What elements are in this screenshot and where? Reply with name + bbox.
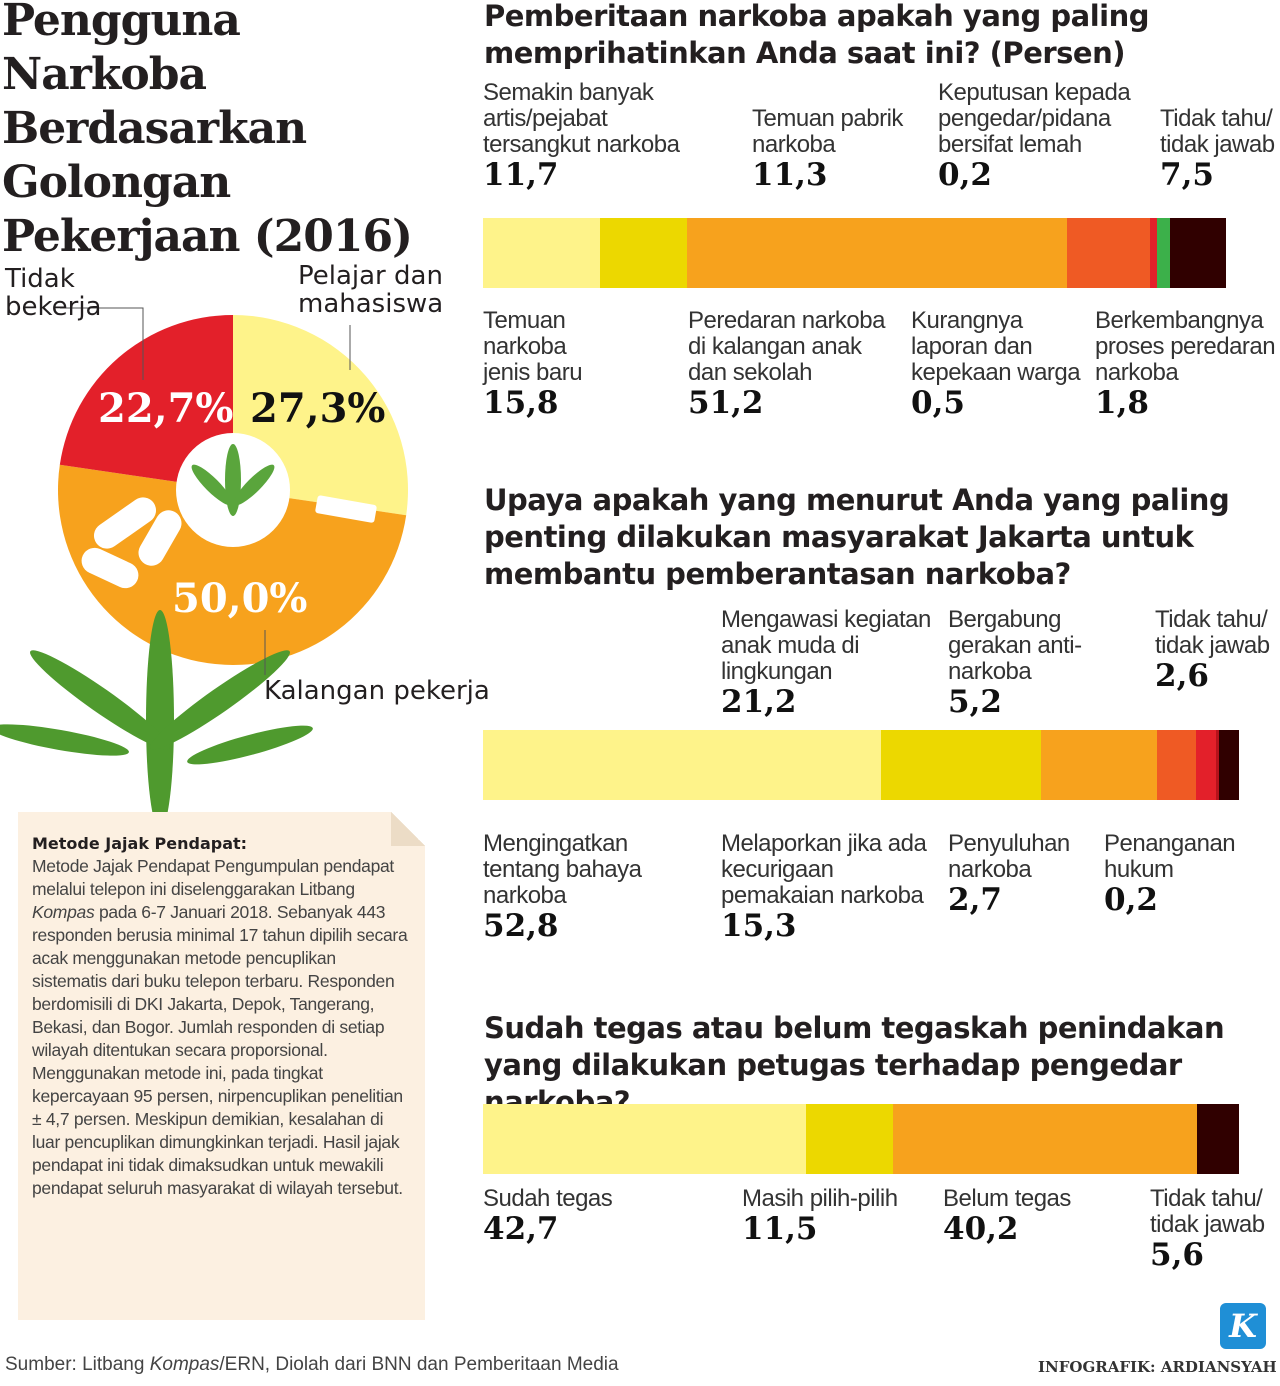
bar-segment — [600, 218, 687, 288]
syringe-icon — [315, 495, 377, 523]
pie-label-pekerja: Kalangan pekerja — [264, 676, 490, 706]
bar-segment — [892, 1104, 1197, 1174]
credit: INFOGRAFIK: ARDIANSYAH — [1038, 1358, 1277, 1376]
bar-segment — [1196, 1104, 1239, 1174]
c3-label: Masih pilih-pilih — [742, 1185, 898, 1212]
c3-value: 40,2 — [943, 1211, 1019, 1247]
cannabis-leaf-icon — [191, 444, 275, 516]
c1-label: Peredaran narkoba di kalangan anak dan s… — [688, 307, 885, 386]
page-title: Pengguna Narkoba Berdasarkan Golongan Pe… — [2, 0, 413, 262]
bar-segment — [1154, 218, 1158, 288]
c1-label: Temuan narkoba jenis baru — [483, 307, 583, 386]
pie-value-pelajar: 27,3% — [250, 385, 386, 432]
c1-label: Tidak tahu/ tidak jawab — [1160, 105, 1275, 158]
method-heading: Metode Jajak Pendapat: — [32, 834, 248, 853]
chart1-title: Pemberitaan narkoba apakah yang paling m… — [484, 0, 1150, 70]
bar-segment — [483, 218, 601, 288]
pie-value-pekerja: 50,0% — [172, 575, 308, 622]
c3-value: 42,7 — [483, 1211, 559, 1247]
c3-value: 5,6 — [1150, 1237, 1204, 1273]
bar-segment — [1156, 730, 1197, 800]
c2-label: Penanganan hukum — [1104, 830, 1236, 883]
c1-value: 7,5 — [1160, 157, 1214, 193]
c2-value: 2,7 — [948, 882, 1002, 918]
bar-segment — [1066, 218, 1151, 288]
bar-segment — [881, 730, 1042, 800]
c2-label: Mengawasi kegiatan anak muda di lingkung… — [721, 606, 931, 685]
c3-label: Sudah tegas — [483, 1185, 613, 1212]
c2-label: Penyuluhan narkoba — [948, 830, 1070, 883]
c2-value: 21,2 — [721, 684, 797, 720]
c2-label: Tidak tahu/ tidak jawab — [1155, 606, 1270, 659]
bar-segment — [483, 730, 882, 800]
chart3-bar — [483, 1104, 1239, 1174]
page-fold — [391, 812, 425, 846]
c2-value: 5,2 — [948, 684, 1002, 720]
c1-label: Keputusan kepada pengedar/pidana bersifa… — [938, 79, 1131, 158]
c1-value: 11,3 — [752, 157, 828, 193]
bar-segment — [1157, 218, 1171, 288]
c3-label: Tidak tahu/ tidak jawab — [1150, 1185, 1265, 1238]
pie-label-pelajar: Pelajar dan mahasiswa — [298, 261, 444, 319]
method-text-italic: Kompas — [32, 902, 95, 922]
kompas-logo: K — [1220, 1303, 1266, 1349]
pie-label-tidak-bekerja: Tidak bekerja — [5, 264, 102, 322]
bar-segment — [483, 1104, 806, 1174]
c2-value: 0,2 — [1104, 882, 1158, 918]
c3-label: Belum tegas — [943, 1185, 1071, 1212]
source-italic: Kompas — [149, 1354, 220, 1375]
bar-segment — [1041, 730, 1157, 800]
c3-value: 11,5 — [742, 1211, 818, 1247]
bar-segment — [1150, 218, 1155, 288]
method-text: Metode Jajak Pendapat Pengumpulan pendap… — [32, 856, 394, 899]
c1-value: 1,8 — [1095, 385, 1149, 421]
c2-value: 15,3 — [721, 908, 797, 944]
c1-label: Semakin banyak artis/pejabat tersangkut … — [483, 79, 680, 158]
chart2-bar — [483, 730, 1240, 800]
c2-label: Mengingatkan tentang bahaya narkoba — [483, 830, 642, 909]
c1-value: 11,7 — [483, 157, 559, 193]
source-suffix: /ERN, Diolah dari BNN dan Pemberitaan Me… — [219, 1354, 619, 1375]
method-body: Metode Jajak Pendapat Pengumpulan pendap… — [32, 855, 411, 1200]
chart2-title: Upaya apakah yang menurut Anda yang pali… — [484, 483, 1230, 591]
method-text-end: pada 6-7 Januari 2018. Sebanyak 443 resp… — [32, 902, 408, 1198]
pie-slice — [59, 315, 233, 490]
c1-label: Kurangnya laporan dan kepekaan warga — [911, 307, 1081, 386]
c1-label: Berkembangnya proses peredaran narkoba — [1095, 307, 1276, 386]
pills-icon — [81, 497, 182, 589]
pie-value-tidak-bekerja: 22,7% — [98, 385, 234, 432]
c1-value: 0,2 — [938, 157, 992, 193]
source-prefix: Sumber: Litbang — [5, 1354, 150, 1375]
c1-value: 15,8 — [483, 385, 559, 421]
bar-segment — [1216, 730, 1220, 800]
c2-value: 2,6 — [1155, 658, 1209, 694]
bar-segment — [1219, 730, 1240, 800]
c1-value: 0,5 — [911, 385, 965, 421]
c1-value: 51,2 — [688, 385, 764, 421]
source-text: Sumber: Litbang Kompas/ERN, Diolah dari … — [5, 1354, 619, 1376]
c2-label: Bergabung gerakan anti-narkoba — [948, 606, 1082, 685]
bar-segment — [686, 218, 1067, 288]
chart1-bar — [483, 218, 1226, 288]
c2-label: Melaporkan jika ada kecurigaan pemakaian… — [721, 830, 927, 909]
bar-segment — [1170, 218, 1226, 288]
bar-segment — [1196, 730, 1217, 800]
bar-segment — [805, 1104, 893, 1174]
c1-label: Temuan pabrik narkoba — [752, 105, 903, 158]
pie-chart — [0, 307, 408, 830]
cannabis-leaf-decoration-icon — [0, 610, 313, 830]
c2-value: 52,8 — [483, 908, 559, 944]
method-note: Metode Jajak Pendapat: Metode Jajak Pend… — [18, 812, 425, 1320]
